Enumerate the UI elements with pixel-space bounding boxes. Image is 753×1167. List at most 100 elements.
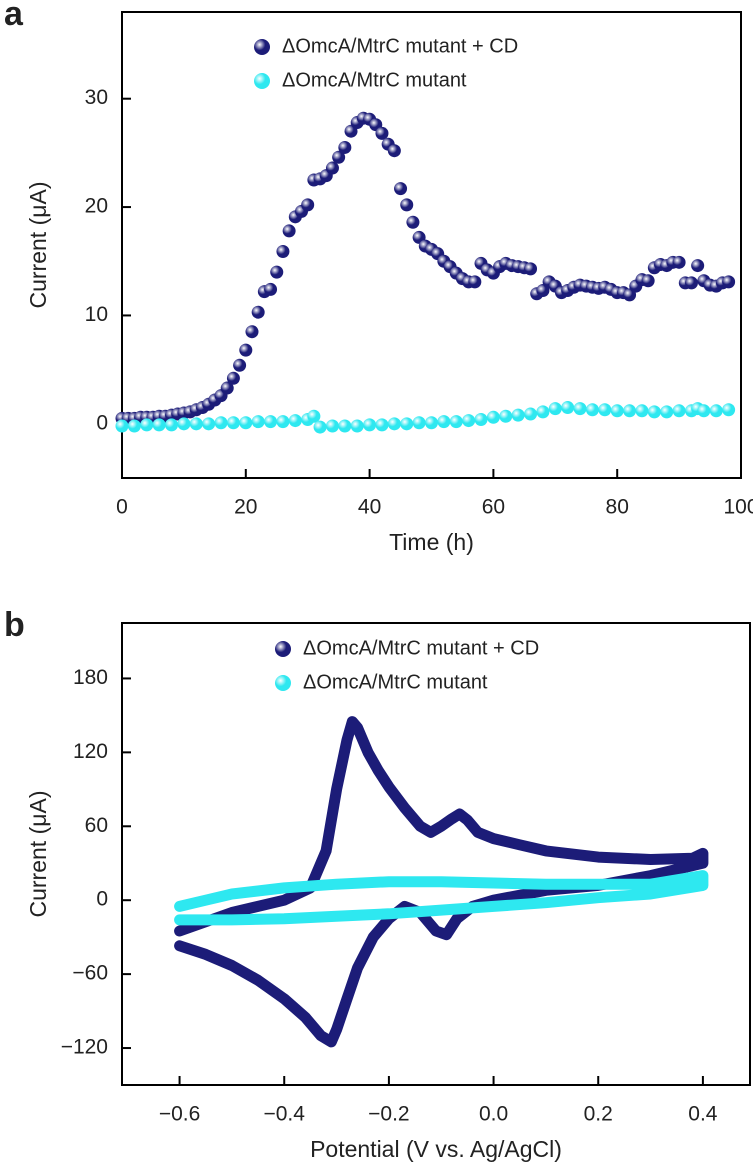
legend-label: ΔOmcA/MtrC mutant — [282, 69, 467, 91]
data-point — [400, 198, 414, 212]
data-point — [264, 282, 278, 296]
data-point — [251, 305, 265, 319]
data-point — [585, 403, 599, 417]
data-point — [282, 224, 296, 238]
data-point — [635, 404, 649, 418]
data-point — [276, 415, 290, 429]
data-point — [412, 416, 426, 430]
y-axis-title: Current (μA) — [25, 182, 51, 309]
data-point — [486, 410, 500, 424]
data-point — [709, 404, 723, 418]
data-point — [140, 418, 154, 432]
x-tick-label: 40 — [358, 496, 381, 519]
data-point — [400, 417, 414, 431]
plot-frame — [121, 622, 751, 1086]
y-tick-label: 10 — [85, 303, 108, 326]
data-point — [672, 255, 686, 269]
data-point — [425, 416, 438, 430]
data-point — [239, 416, 253, 430]
data-point — [127, 419, 141, 433]
data-point — [202, 417, 216, 431]
data-point — [226, 371, 240, 385]
data-point — [226, 416, 240, 430]
y-tick-label: 0 — [96, 888, 108, 911]
x-tick-label: 20 — [234, 496, 257, 519]
y-tick-label: −60 — [72, 962, 108, 985]
data-point — [387, 417, 401, 431]
panel-label: a — [4, 0, 24, 33]
data-point — [722, 403, 736, 417]
y-tick-label: 0 — [96, 411, 108, 434]
data-point — [387, 144, 401, 158]
legend-label: ΔOmcA/MtrC mutant + CD — [303, 637, 539, 659]
data-point — [647, 405, 661, 419]
data-point — [115, 419, 129, 433]
x-tick-label: 100 — [723, 496, 753, 519]
data-point — [524, 262, 538, 276]
data-point — [251, 415, 265, 429]
data-point — [511, 408, 525, 422]
data-point — [233, 358, 247, 372]
data-point — [239, 343, 253, 357]
y-axis-title: Current (μA) — [25, 791, 51, 918]
x-tick-label: −0.6 — [159, 1103, 200, 1126]
data-point — [468, 275, 482, 289]
data-point — [313, 420, 327, 434]
legend-label: ΔOmcA/MtrC mutant — [303, 671, 488, 693]
x-tick-label: 0.0 — [479, 1103, 508, 1126]
panel-label: b — [4, 606, 25, 644]
data-point — [165, 418, 179, 432]
legend-symbol — [275, 675, 291, 691]
x-tick-label: 0.2 — [584, 1103, 613, 1126]
data-point — [691, 259, 705, 273]
x-tick-label: −0.4 — [263, 1103, 305, 1126]
data-point — [301, 198, 315, 212]
data-point — [220, 381, 234, 395]
legend-label: ΔOmcA/MtrC mutant + CD — [282, 35, 518, 57]
x-tick-label: 0.4 — [688, 1103, 718, 1126]
data-point — [598, 403, 612, 417]
data-point — [406, 215, 420, 229]
data-point — [350, 419, 364, 433]
data-point — [375, 418, 389, 432]
data-point — [561, 401, 575, 415]
data-point — [610, 404, 624, 418]
data-point — [697, 404, 711, 418]
cv-curve — [174, 870, 709, 926]
data-point — [684, 276, 698, 290]
data-point — [623, 404, 637, 418]
data-point — [245, 325, 259, 339]
x-tick-label: −0.2 — [368, 1103, 409, 1126]
x-axis-title: Time (h) — [389, 529, 474, 555]
legend-symbol — [254, 73, 270, 89]
data-point — [449, 415, 463, 429]
data-point — [338, 419, 352, 433]
data-point — [536, 405, 550, 419]
data-point — [276, 245, 290, 259]
data-point — [437, 415, 451, 429]
x-tick-label: 80 — [606, 496, 629, 519]
data-point — [325, 419, 339, 433]
data-point — [499, 409, 513, 423]
data-point — [363, 418, 377, 432]
data-point — [672, 404, 686, 418]
y-tick-label: 60 — [85, 814, 108, 837]
data-point — [307, 409, 321, 423]
y-tick-label: −120 — [61, 1036, 108, 1059]
x-axis-title: Potential (V vs. Ag/AgCl) — [310, 1136, 562, 1162]
cv-curve — [174, 716, 709, 1048]
data-point — [264, 415, 278, 429]
legend-symbol — [254, 39, 270, 55]
legend-symbol — [275, 641, 291, 657]
y-tick-label: 120 — [73, 740, 108, 763]
data-point — [325, 161, 339, 175]
data-point — [573, 402, 587, 416]
data-point — [152, 418, 166, 432]
data-point — [722, 275, 736, 289]
data-point — [394, 182, 408, 196]
y-tick-label: 180 — [73, 666, 108, 689]
x-tick-label: 60 — [482, 496, 505, 519]
data-point — [474, 412, 488, 426]
data-point — [524, 407, 538, 421]
